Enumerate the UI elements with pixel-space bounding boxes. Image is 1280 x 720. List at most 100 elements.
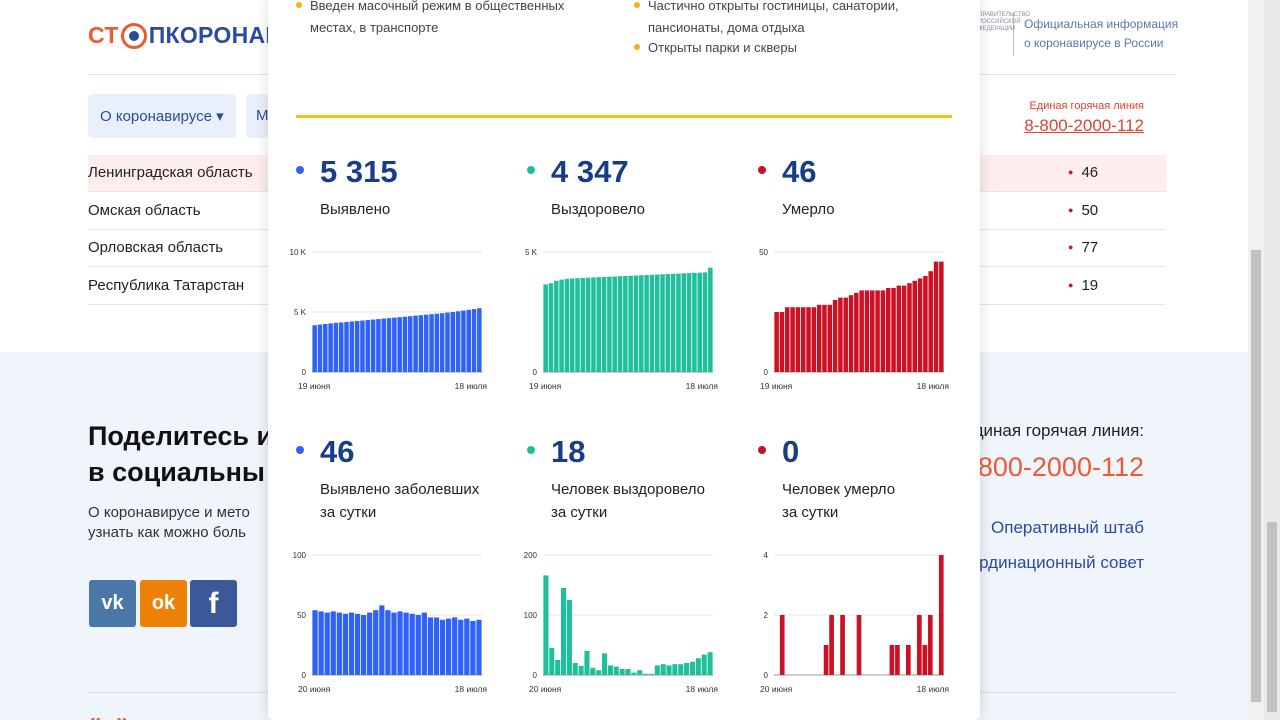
chart-bar <box>708 267 713 372</box>
chart-bar <box>613 666 619 675</box>
chart-bar <box>843 297 848 372</box>
chart-bar <box>927 615 933 675</box>
chart-bar <box>386 318 392 372</box>
measure-text: Введен масочный режим в общественных <box>310 0 565 13</box>
footer-description: О коронавирусе и мето узнать как можно бо… <box>88 503 250 543</box>
chart-bar <box>779 312 785 372</box>
stat-label: Выявлено <box>320 201 391 218</box>
footer-desc-line-2: узнать как можно боль <box>88 524 246 541</box>
chart-bar <box>637 670 643 675</box>
chart-bar <box>312 610 318 675</box>
chart-bar <box>859 290 864 372</box>
header-hotline-number[interactable]: 8-800-2000-112 <box>1024 116 1144 135</box>
chart-bar <box>323 324 328 372</box>
chart-bar <box>889 645 895 675</box>
y-tick-label: 5 K <box>525 248 538 257</box>
chart-bar <box>617 276 623 372</box>
chart-bar <box>554 280 559 372</box>
chart-bar <box>779 615 785 675</box>
chart-bar <box>795 307 801 372</box>
stat-dot-icon <box>296 446 304 454</box>
nav-about-dropdown[interactable]: О коронавирусе ▾ <box>88 94 236 138</box>
footer-hotline-number[interactable]: 8-800-2000-112 <box>953 452 1144 482</box>
chart-detected-daily: 0 50 100 20 июня 18 июля <box>293 551 488 694</box>
ok-share-button[interactable]: ok <box>140 580 187 627</box>
chart-bar <box>612 276 617 372</box>
chart-bar <box>854 292 859 372</box>
chart-bar <box>580 277 586 372</box>
chart-detected: 0 5 K 10 K 19 июня 18 июля <box>290 248 488 391</box>
x-tick-label: 18 июля <box>455 381 488 391</box>
chart-bar <box>701 654 707 675</box>
chart-bar <box>670 273 676 372</box>
gov-line-1: Официальная информация <box>1024 17 1179 31</box>
chart-bar <box>477 308 482 372</box>
chart-bar <box>619 669 625 675</box>
chart-bar <box>684 663 690 675</box>
x-tick-label: 19 июня <box>529 381 562 391</box>
footer-bottom-logo: « » <box>88 708 133 720</box>
x-tick-label: 18 июля <box>455 684 488 694</box>
chart-bar <box>643 673 649 675</box>
y-tick-label: 100 <box>524 611 538 620</box>
header-hotline-label: Единая горячая линия <box>1029 100 1144 112</box>
vk-share-button[interactable]: vk <box>89 580 136 627</box>
modal-scrollbar-thumb[interactable] <box>1267 522 1277 712</box>
chart-bar <box>870 290 875 372</box>
chart-bar <box>333 322 339 372</box>
gov-info-link[interactable]: ПРАВИТЕЛЬСТВО РОССИЙСКОЙ ФЕДЕРАЦИИ Офици… <box>978 12 1178 56</box>
chart-bar <box>665 274 671 372</box>
stat-dot-icon <box>758 166 766 174</box>
chart-bar <box>461 310 466 372</box>
chart-bar <box>402 316 408 372</box>
chart-bar <box>811 307 817 372</box>
chart-bar <box>464 618 470 675</box>
chart-bar <box>354 613 361 675</box>
chart-bar <box>575 278 580 372</box>
chart-bar <box>686 273 692 372</box>
chart-bar <box>689 661 696 675</box>
chart-bar <box>678 664 684 675</box>
chart-bar <box>423 314 429 372</box>
chart-bar <box>328 323 333 372</box>
scrollbar-thumb[interactable] <box>1251 250 1261 702</box>
chart-bar <box>397 611 403 675</box>
chart-bar <box>938 555 944 675</box>
facebook-share-button[interactable]: f <box>190 580 237 627</box>
chart-bar <box>317 324 323 372</box>
y-tick-label: 0 <box>764 671 769 680</box>
chart-bar <box>590 667 596 675</box>
yellow-divider <box>296 115 952 118</box>
chart-bar <box>348 612 355 675</box>
chart-bar <box>349 321 355 372</box>
chart-bar <box>939 261 944 372</box>
gov-emblem-text: ПРАВИТЕЛЬСТВО РОССИЙСКОЙ ФЕДЕРАЦИИ <box>978 12 1030 32</box>
y-tick-label: 0 <box>533 368 538 377</box>
chart-bar <box>774 312 779 372</box>
chart-bar <box>806 307 811 372</box>
chart-bar <box>607 665 613 675</box>
chart-bar <box>896 285 902 372</box>
chart-bar <box>625 669 631 675</box>
chart-bar <box>408 316 413 372</box>
chart-bar <box>623 276 628 372</box>
chart-bar <box>681 273 687 372</box>
measure-text: Открыты парки и скверы <box>648 40 797 55</box>
chart-bar <box>403 612 409 675</box>
chart-bar <box>838 297 843 372</box>
chart-bar <box>864 290 870 372</box>
footer-desc-line-1: О коронавирусе и мето <box>88 504 250 521</box>
gov-emblem-icon: ПРАВИТЕЛЬСТВО РОССИЙСКОЙ ФЕДЕРАЦИИ <box>978 12 1030 56</box>
chart-bar <box>476 619 482 675</box>
chart-bar <box>342 613 349 675</box>
chart-bar <box>427 617 434 675</box>
footer-link-staff[interactable]: Оперативный штаб <box>991 518 1144 537</box>
region-name: Республика Татарстан <box>88 277 245 294</box>
scrollbar[interactable] <box>1248 0 1280 720</box>
chart-bar <box>596 277 602 372</box>
footer-link-council[interactable]: Координационный совет <box>950 553 1144 572</box>
stat-label: Выздоровело <box>551 201 646 218</box>
chart-bar <box>360 320 365 372</box>
chart-bar <box>543 284 548 372</box>
chart-bar <box>429 314 434 372</box>
